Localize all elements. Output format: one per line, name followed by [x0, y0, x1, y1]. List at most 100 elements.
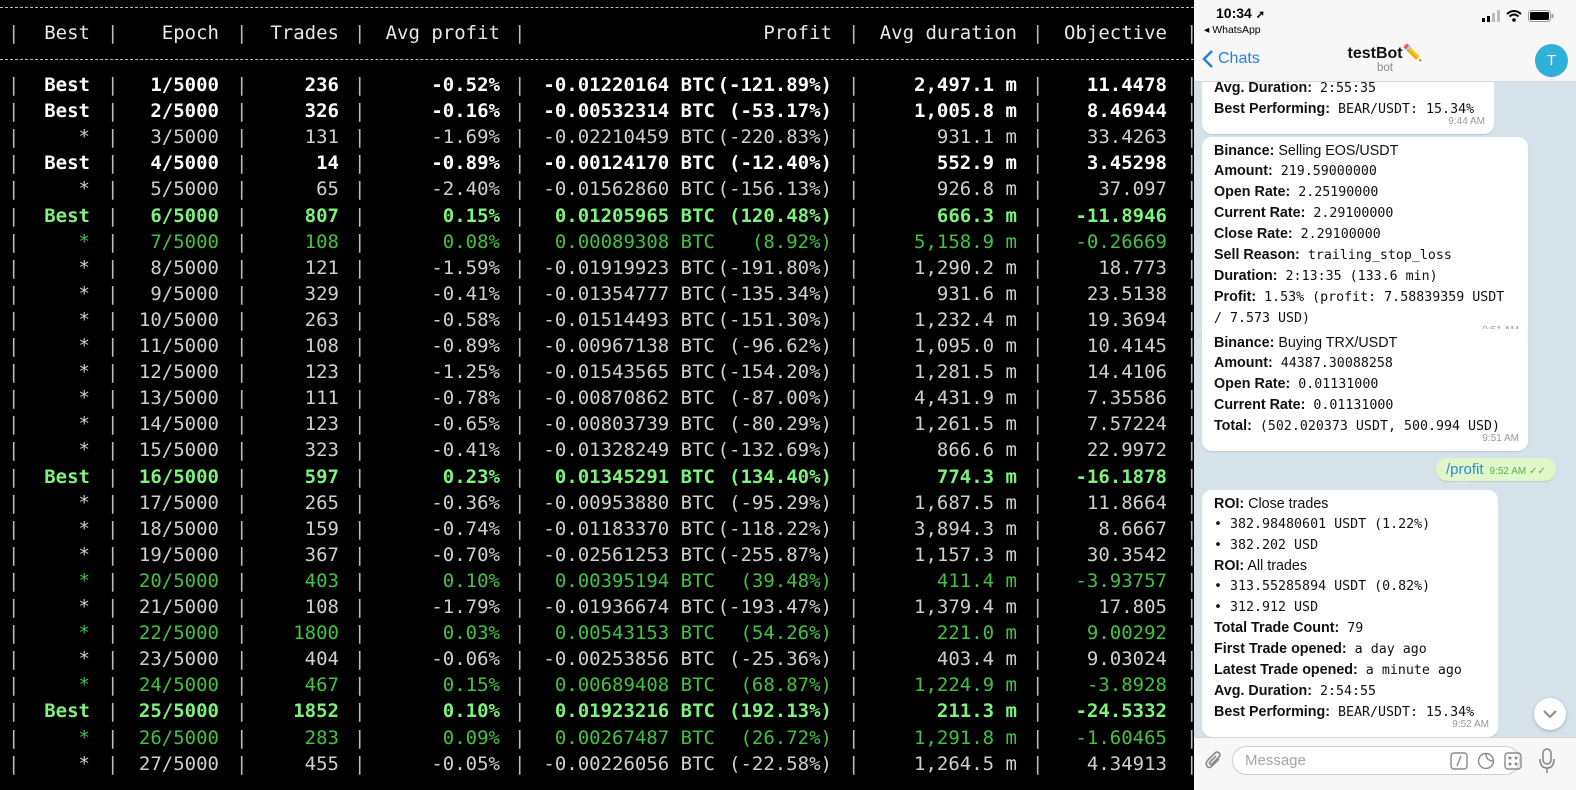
cell-best: Best [44, 204, 90, 227]
sticker-icon[interactable] [1477, 752, 1495, 770]
avatar[interactable]: T [1535, 44, 1568, 77]
cell-avg: 0.23% [442, 465, 500, 488]
cell-trades: 326 [304, 100, 339, 123]
cell-avg: -0.05% [431, 752, 500, 775]
cell-epoch: 11/5000 [138, 335, 219, 357]
cell-trades: 121 [304, 256, 339, 279]
column-separator: | [514, 335, 526, 357]
cell-best: Best [44, 152, 90, 175]
attach-icon[interactable] [1204, 750, 1224, 772]
cell-avg: 0.15% [442, 204, 500, 227]
column-separator: | [354, 439, 366, 462]
chat-title[interactable]: testBot✏️ [1347, 45, 1423, 62]
chevron-left-icon [1202, 50, 1213, 68]
column-separator: | [1032, 465, 1044, 488]
field-label: ROI: [1214, 496, 1245, 512]
column-separator: | [107, 413, 119, 436]
column-separator: | [1186, 674, 1194, 697]
column-separator: | [514, 230, 526, 253]
bot-keyboard-icon[interactable] [1504, 752, 1522, 770]
field-label: Latest Trade opened: [1214, 662, 1358, 678]
cell-avg: -1.25% [431, 361, 500, 384]
cell-best: * [78, 413, 90, 436]
column-separator: | [1032, 74, 1044, 96]
column-separator: | [354, 726, 366, 749]
cell-epoch: 3/5000 [150, 126, 219, 149]
column-header: Avg duration [879, 22, 1017, 44]
cell-btc: -0.01183370 BTC [543, 517, 715, 540]
field-value: a minute ago [1357, 663, 1462, 678]
table-row: | | | | | | | | Best 6/5000 807 0.15% 0.01205965 BTC… [0, 203, 1194, 229]
column-separator: | [514, 517, 526, 540]
column-separator: | [848, 282, 860, 305]
column-separator: | [1186, 335, 1194, 357]
scroll-down-button[interactable] [1534, 698, 1566, 730]
column-separator: | [236, 752, 248, 775]
cell-dur: 931.1 m [936, 126, 1017, 149]
cell-btc: -0.00967138 BTC [543, 335, 715, 357]
cell-trades: 108 [304, 230, 339, 253]
column-separator: | [107, 700, 119, 723]
column-separator: | [236, 126, 248, 149]
table-row: | | | | | | | | * 14/5000 123 -0.65% -0.00803739 BTC… [0, 411, 1194, 437]
column-separator: | [8, 543, 20, 566]
field-value: Selling EOS/USDT [1274, 143, 1399, 159]
cell-avg: -1.69% [431, 126, 500, 149]
cell-trades: 123 [304, 413, 339, 436]
column-separator: | [1186, 178, 1194, 201]
table-row: | | | | | | | | * 18/5000 159 -0.74% -0.01183370 BTC… [0, 516, 1194, 542]
field-label: Avg. Duration: [1214, 683, 1312, 699]
microphone-icon[interactable] [1539, 748, 1555, 774]
column-separator: | [236, 543, 248, 566]
command-icon[interactable] [1450, 752, 1468, 770]
cell-epoch: 4/5000 [150, 152, 219, 175]
outgoing-message: /profit 9:52 AM ✓✓ [1436, 458, 1556, 481]
field-label: Sell Reason: [1214, 247, 1300, 263]
back-button[interactable]: Chats [1202, 49, 1260, 69]
table-row: | | | | | | | | * 12/5000 123 -1.25% -0.01543565 BTC… [0, 359, 1194, 385]
cell-pct: (-220.83%) [717, 126, 832, 149]
column-separator: | [848, 517, 860, 540]
column-separator: | [8, 335, 20, 357]
message-input[interactable] [1232, 746, 1520, 775]
column-separator: | [514, 282, 526, 305]
cell-epoch: 12/5000 [138, 361, 219, 384]
table-top-border [0, 7, 1194, 9]
column-separator: | [107, 674, 119, 697]
cell-dur: 4,431.9 m [914, 387, 1017, 410]
cell-obj: 14.4106 [1086, 361, 1167, 384]
column-separator: | [354, 543, 366, 566]
cell-trades: 123 [304, 361, 339, 384]
cell-dur: 5,158.9 m [914, 230, 1017, 253]
column-separator: | [514, 361, 526, 384]
table-row: | | | | | | | | Best 1/5000 236 -0.52% -0.01220164 B… [0, 72, 1194, 98]
message-line: • 382.98480601 USDT (1.22%) [1214, 514, 1488, 535]
message-bubble: Binance: Buying TRX/USDT Amount: 44387.30… [1202, 329, 1528, 451]
cell-avg: 0.03% [442, 622, 500, 645]
field-label: Amount: [1214, 163, 1273, 179]
message-list[interactable]: Avg. Duration: 2:55:35 Best Performing: B… [1194, 82, 1576, 737]
column-separator: | [107, 335, 119, 357]
cell-trades: 597 [304, 465, 339, 488]
cell-obj: 4.34913 [1086, 752, 1167, 775]
cell-epoch: 5/5000 [150, 178, 219, 201]
cell-btc: -0.01514493 BTC [543, 308, 715, 331]
cell-trades: 159 [304, 517, 339, 540]
table-row: | | | | | | | | * 19/5000 367 -0.70% -0.02561253 BTC… [0, 542, 1194, 568]
cell-epoch: 20/5000 [138, 569, 219, 592]
column-separator: | [107, 387, 119, 410]
back-to-app-link[interactable]: ◂ WhatsApp [1204, 24, 1261, 36]
outgoing-time: 9:52 AM [1489, 466, 1527, 477]
cell-avg: -1.79% [431, 596, 500, 618]
column-separator: | [1186, 152, 1194, 175]
field-value: 2.29100000 [1292, 227, 1381, 242]
cell-pct: (26.72%) [740, 726, 832, 749]
field-value: (502.020373 USDT, 500.994 USD) [1251, 419, 1501, 434]
column-separator: | [236, 413, 248, 436]
column-separator: | [236, 596, 248, 618]
column-separator: | [8, 674, 20, 697]
column-separator: | [1032, 387, 1044, 410]
column-separator: | [848, 596, 860, 618]
signal-icon [1482, 10, 1500, 22]
cell-obj: -1.60465 [1075, 726, 1167, 749]
